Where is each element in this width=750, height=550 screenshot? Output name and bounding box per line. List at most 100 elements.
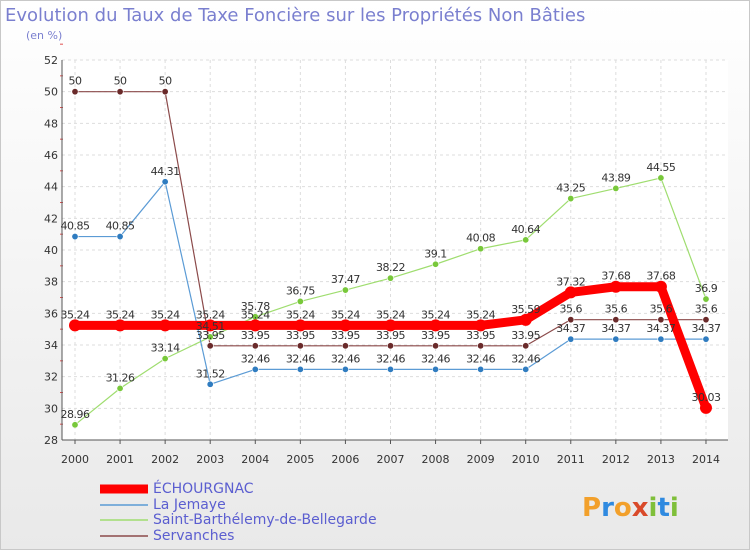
data-point	[296, 297, 304, 305]
y-tick-label: 42	[44, 212, 58, 225]
data-label: 50	[69, 75, 82, 88]
data-label: 39.1	[424, 247, 447, 260]
legend-label: La Jemaye	[153, 497, 226, 513]
x-tick-label: 2011	[557, 453, 585, 466]
data-point	[567, 316, 575, 324]
data-label: 35.6	[695, 303, 718, 316]
data-point	[432, 260, 440, 268]
data-label: 33.95	[466, 329, 495, 342]
data-point	[702, 295, 710, 303]
data-point	[71, 233, 79, 241]
data-point	[612, 316, 620, 324]
data-label: 40.08	[466, 232, 495, 245]
data-label: 40.85	[106, 220, 135, 233]
data-point	[206, 342, 214, 350]
data-point	[251, 342, 259, 350]
data-label: 34.51	[196, 320, 225, 333]
y-tick-label: 30	[44, 402, 58, 415]
y-unit-label: (en %)	[26, 29, 63, 42]
data-label: 35.24	[286, 308, 315, 321]
data-label: 32.46	[376, 352, 405, 365]
data-point	[294, 319, 307, 332]
data-point	[341, 365, 349, 373]
data-point	[522, 365, 530, 373]
data-point	[386, 365, 394, 373]
data-point	[564, 286, 577, 299]
data-point	[477, 342, 485, 350]
data-point	[296, 342, 304, 350]
y-tick-label: 36	[44, 307, 58, 320]
data-label: 35.6	[560, 303, 583, 316]
data-point	[114, 319, 127, 332]
data-point	[249, 319, 262, 332]
data-label: 32.46	[241, 352, 270, 365]
data-point	[432, 342, 440, 350]
data-point	[699, 401, 712, 414]
x-tick-label: 2014	[692, 453, 720, 466]
data-label: 34.37	[601, 322, 630, 335]
data-label: 33.95	[286, 329, 315, 342]
x-tick-label: 2003	[196, 453, 224, 466]
data-point	[702, 316, 710, 324]
data-point	[159, 319, 172, 332]
data-label: 35.78	[241, 300, 270, 313]
y-tick-label: 46	[44, 149, 58, 162]
data-label: 35.24	[151, 308, 180, 321]
data-point	[384, 319, 397, 332]
logo-letter: i	[649, 493, 658, 523]
data-label: 31.52	[196, 367, 225, 380]
data-label: 33.95	[511, 329, 540, 342]
data-label: 35.24	[61, 308, 90, 321]
data-point	[519, 313, 532, 326]
data-label: 32.46	[421, 352, 450, 365]
data-label: 35.24	[241, 308, 270, 321]
data-label: 37.32	[556, 275, 585, 288]
data-label: 43.89	[601, 171, 630, 184]
data-label: 32.46	[511, 352, 540, 365]
y-tick-label: 28	[44, 434, 58, 447]
x-tick-label: 2001	[106, 453, 134, 466]
data-label: 35.59	[511, 303, 540, 316]
data-label: 44.55	[646, 161, 675, 174]
data-label: 35.24	[421, 308, 450, 321]
data-label: 40.85	[61, 220, 90, 233]
y-tick-label: 44	[44, 181, 58, 194]
y-tick-label: 32	[44, 371, 58, 384]
data-label: 33.95	[196, 329, 225, 342]
data-point	[71, 88, 79, 96]
data-point	[429, 319, 442, 332]
data-label: 34.37	[646, 322, 675, 335]
logo-letter: P	[582, 493, 601, 523]
data-point	[206, 380, 214, 388]
logo: Proxiti	[582, 493, 679, 523]
data-point	[341, 286, 349, 294]
data-label: 37.47	[331, 273, 360, 286]
x-tick-label: 2012	[602, 453, 630, 466]
legend-label: ÉCHOURGNAC	[153, 480, 254, 497]
data-point	[339, 319, 352, 332]
data-label: 32.46	[466, 352, 495, 365]
data-point	[477, 245, 485, 253]
y-tick-label: 40	[44, 244, 58, 257]
data-label: 43.25	[556, 182, 585, 195]
y-tick-label: 34	[44, 339, 58, 352]
data-label: 38.22	[376, 261, 405, 274]
data-point	[702, 335, 710, 343]
data-label: 36.75	[286, 284, 315, 297]
data-point	[657, 316, 665, 324]
data-label: 35.24	[196, 308, 225, 321]
y-tick-label: 48	[44, 117, 58, 130]
logo-letter: r	[601, 493, 614, 523]
legend-label: Servanches	[153, 528, 234, 544]
chart-title: Evolution du Taux de Taxe Foncière sur l…	[5, 5, 586, 26]
data-label: 33.95	[331, 329, 360, 342]
data-point	[567, 335, 575, 343]
data-label: 32.46	[286, 352, 315, 365]
data-label: 33.95	[421, 329, 450, 342]
data-point	[522, 236, 530, 244]
data-point	[251, 365, 259, 373]
x-tick-label: 2006	[331, 453, 359, 466]
x-tick-label: 2009	[467, 453, 495, 466]
data-point	[161, 178, 169, 186]
